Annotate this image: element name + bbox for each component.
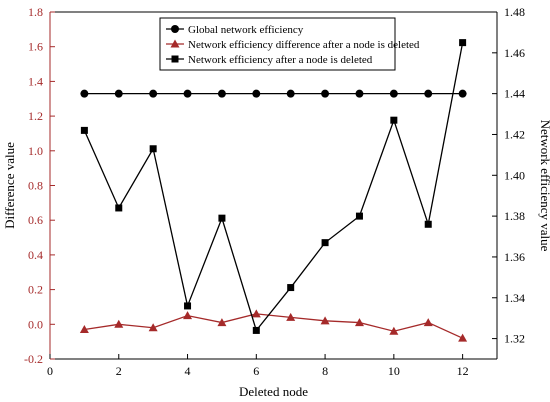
y-right-tick-label: 1.34	[504, 291, 525, 305]
data-point	[148, 323, 158, 332]
data-point	[320, 316, 330, 325]
x-tick-label: 8	[322, 364, 328, 378]
data-point	[115, 204, 123, 212]
data-point	[458, 333, 468, 342]
legend-box	[159, 17, 396, 71]
legend-entry: Global network efficiency	[188, 24, 304, 36]
data-point	[321, 89, 330, 98]
y-left-tick-label: 0.2	[28, 283, 43, 297]
data-point	[459, 39, 467, 47]
x-tick-label: 0	[47, 364, 53, 378]
x-axis-title: Deleted node	[239, 384, 308, 399]
x-tick-label: 2	[116, 364, 122, 378]
data-point	[355, 212, 363, 220]
x-tick-label: 4	[185, 364, 191, 378]
y-left-tick-label: 0.8	[28, 179, 43, 193]
legend-marker	[171, 25, 179, 33]
data-point	[149, 145, 157, 153]
data-point	[458, 89, 467, 98]
y-left-tick-label: 1.8	[28, 5, 43, 19]
data-point	[424, 89, 433, 98]
y-left-tick-label: 1.0	[28, 144, 43, 158]
data-point	[286, 89, 295, 98]
data-point	[114, 89, 123, 98]
data-point	[80, 126, 88, 134]
y-right-tick-label: 1.36	[504, 250, 525, 264]
y-left-tick-label: 0.0	[28, 317, 43, 331]
data-point	[183, 311, 193, 320]
legend-entry: Network efficiency difference after a no…	[188, 39, 420, 51]
series-1	[80, 89, 467, 98]
y-left-tick-label: -0.2	[24, 352, 43, 366]
y-left-tick-label: 1.6	[28, 40, 43, 54]
data-point	[354, 318, 364, 327]
data-point	[423, 318, 433, 327]
data-point	[355, 89, 364, 98]
y-right-tick-label: 1.38	[504, 209, 525, 223]
data-point	[80, 89, 89, 98]
y-left-tick-label: 1.4	[28, 74, 43, 88]
series-line	[84, 313, 463, 339]
data-point	[390, 116, 398, 124]
ticks: 0 2 4 6 8 10 12 -0.2 0.0 0.2 0.4 0.6 0.8 1.0 1.2 1.4 1.6…	[24, 5, 525, 378]
data-point	[114, 319, 124, 328]
legend-marker	[170, 39, 180, 48]
legend-marker	[171, 55, 179, 63]
y-right-tick-label: 1.44	[504, 87, 525, 101]
y-right-tick-label: 1.46	[504, 46, 525, 60]
y-right-tick-label: 1.32	[504, 332, 525, 346]
data-point	[217, 318, 227, 327]
data-point	[149, 89, 158, 98]
legend-entry: Network efficiency after a node is delet…	[188, 54, 373, 66]
y-left-tick-label: 0.6	[28, 213, 43, 227]
data-point	[286, 312, 296, 321]
y-left-tick-label: 0.4	[28, 248, 43, 262]
y-right-tick-label: 1.42	[504, 127, 525, 141]
data-point	[287, 284, 295, 292]
series-layer	[79, 39, 468, 342]
x-tick-label: 12	[457, 364, 469, 378]
series-3	[80, 39, 467, 334]
y-axis-left-title: Difference value	[2, 142, 17, 229]
legend: Global network efficiency Network efficie…	[159, 17, 420, 71]
data-point	[424, 220, 432, 228]
data-point	[321, 239, 329, 247]
data-point	[218, 214, 226, 222]
data-point	[79, 325, 89, 334]
data-point	[252, 89, 261, 98]
data-point	[184, 302, 192, 310]
data-point	[389, 89, 398, 98]
y-right-tick-label: 1.40	[504, 168, 525, 182]
data-point	[251, 309, 261, 318]
data-point	[252, 326, 260, 334]
data-point	[217, 89, 226, 98]
x-tick-label: 10	[388, 364, 400, 378]
y-right-tick-label: 1.48	[504, 5, 525, 19]
data-point	[183, 89, 192, 98]
y-left-tick-label: 1.2	[28, 109, 43, 123]
x-tick-label: 6	[253, 364, 259, 378]
series-2	[79, 309, 468, 342]
y-axis-right-title: Network efficiency value	[538, 120, 550, 252]
series-line	[83, 42, 464, 332]
data-point	[389, 326, 399, 335]
